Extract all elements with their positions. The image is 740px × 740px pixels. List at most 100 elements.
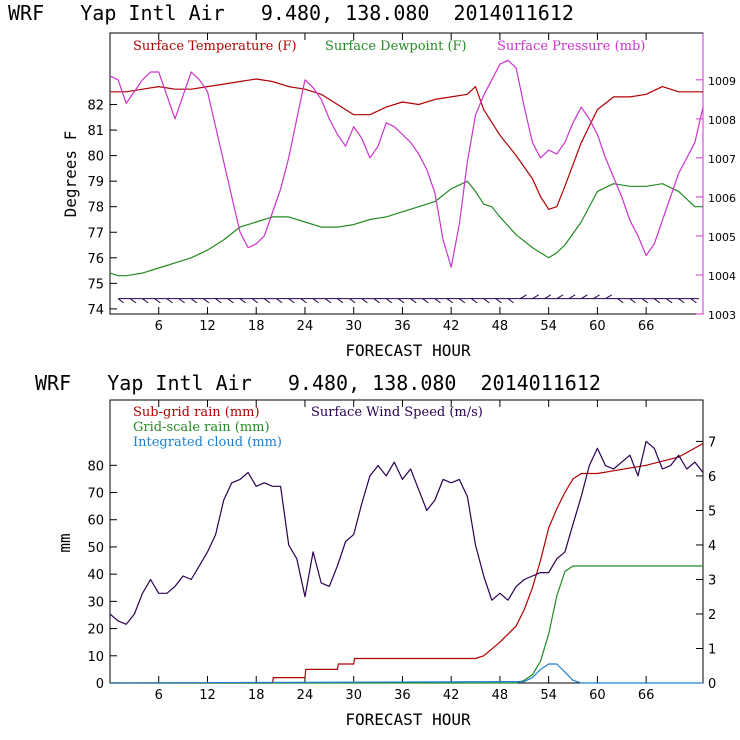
- surface-temperature-f-line: [110, 78, 703, 210]
- wind-barb: [203, 298, 210, 304]
- wind-barb: [154, 298, 161, 304]
- wind-barb: [678, 298, 685, 304]
- bottom-y2-tick-label: 4: [708, 539, 716, 554]
- grid-scale-rain-mm-line: [110, 565, 703, 684]
- bottom-y-tick-label: 30: [87, 595, 104, 610]
- wind-barb: [580, 294, 588, 300]
- bottom-x-tick-label: 6: [155, 688, 163, 703]
- bottom-series-group: [109, 440, 704, 684]
- top-x-tick-label: 60: [589, 319, 606, 334]
- top-y2-tick-label: 1009: [708, 75, 736, 88]
- top-y2-tick-label: 1008: [708, 114, 736, 127]
- surface-wind-speed-m-s-line: [109, 440, 704, 625]
- integrated-cloud-mm-line: [109, 663, 703, 684]
- wind-barb: [373, 298, 380, 304]
- top-x-tick-label: 36: [394, 319, 411, 334]
- top-y-tick-label: 74: [87, 303, 104, 318]
- bottom-y-tick-label: 80: [87, 459, 104, 474]
- top-y2-tick-label: 1004: [708, 270, 736, 283]
- bottom-x-tick-label: 36: [394, 688, 411, 703]
- top-y-tick-label: 80: [87, 150, 104, 165]
- bottom-y-tick-label: 0: [96, 677, 104, 692]
- legend-surface-pressure: Surface Pressure (mb): [497, 39, 645, 54]
- wind-barb: [178, 298, 185, 304]
- wind-barb: [324, 298, 332, 304]
- top-x-tick-label: 54: [540, 319, 557, 334]
- top-series-group: [109, 59, 704, 277]
- wind-barb: [446, 298, 454, 304]
- wind-barb: [142, 298, 149, 304]
- bottom-y2-tick-label: 0: [708, 677, 716, 692]
- wind-barb: [190, 298, 198, 304]
- top-x-tick-label: 24: [297, 319, 314, 334]
- wind-barb: [641, 298, 649, 304]
- wind-barb: [117, 298, 125, 304]
- top-y-tick-label: 75: [87, 277, 104, 292]
- wind-barb: [507, 298, 514, 304]
- wind-barb: [568, 294, 576, 300]
- bottom-y2-tick-label: 3: [708, 573, 716, 588]
- wind-barb: [276, 298, 283, 304]
- wind-barb: [422, 298, 429, 304]
- bottom-x-tick-label: 42: [443, 688, 460, 703]
- wind-barb: [653, 298, 661, 304]
- wind-barb: [398, 298, 405, 304]
- wind-barb: [459, 298, 466, 304]
- top-axis-ticks: 6 12 18 24 30 36 42 48 54 60 66 74 75 76 77 78 79 80 81 82 1…: [87, 33, 736, 334]
- legend-integrated-cloud: Integrated cloud (mm): [133, 435, 282, 450]
- bottom-y2-tick-label: 7: [708, 435, 716, 450]
- top-y-tick-label: 76: [87, 252, 104, 267]
- surface-dewpoint-f-line: [109, 180, 703, 277]
- wind-barb: [337, 298, 344, 304]
- top-x-tick-label: 18: [248, 319, 265, 334]
- bottom-x-tick-label: 60: [589, 688, 606, 703]
- bottom-x-tick-label: 12: [199, 688, 216, 703]
- wind-barb: [532, 294, 539, 300]
- bottom-y-tick-label: 40: [87, 568, 104, 583]
- wind-barb: [556, 294, 564, 300]
- bottom-y-axis-label: mm: [55, 533, 74, 552]
- bottom-y-tick-label: 10: [87, 650, 104, 665]
- bottom-x-tick-label: 30: [345, 688, 362, 703]
- wind-barb: [605, 294, 613, 300]
- wind-barb: [349, 298, 356, 304]
- wind-barb: [312, 298, 320, 304]
- wind-barb: [215, 298, 222, 304]
- bottom-y-tick-label: 60: [87, 514, 104, 529]
- surface-pressure-mb-line: [109, 59, 704, 268]
- wind-barb: [666, 298, 673, 304]
- top-y-tick-label: 82: [87, 99, 104, 114]
- bottom-y-tick-label: 20: [87, 623, 104, 638]
- top-y2-tick-label: 1007: [708, 153, 736, 166]
- wind-barb: [130, 298, 137, 304]
- wind-barb: [166, 298, 173, 304]
- sub-grid-rain-mm-line: [110, 442, 704, 684]
- wind-barb: [434, 298, 441, 304]
- wind-barb: [264, 298, 271, 304]
- wind-barb: [544, 294, 552, 300]
- top-y-tick-label: 78: [87, 201, 104, 216]
- wind-barb: [483, 298, 490, 304]
- top-y2-tick-label: 1006: [708, 192, 736, 205]
- top-y2-tick-label: 1003: [708, 309, 736, 322]
- wind-barb: [495, 298, 502, 304]
- bottom-chart-title: WRF Yap Intl Air 9.480, 138.080 20140116…: [35, 371, 601, 395]
- top-x-tick-label: 48: [492, 319, 509, 334]
- wind-barb: [617, 298, 624, 304]
- wind-barb: [410, 298, 417, 304]
- wind-barb: [385, 298, 393, 304]
- legend-subgrid-rain: Sub-grid rain (mm): [133, 405, 260, 420]
- bottom-axis-ticks: 6 12 18 24 30 36 42 48 54 60 660102030405060708001…: [87, 400, 716, 703]
- bottom-y-tick-label: 70: [87, 487, 104, 502]
- wind-barb: [690, 298, 697, 304]
- bottom-x-axis-label: FORECAST HOUR: [345, 710, 471, 729]
- legend-surface-dewpoint: Surface Dewpoint (F): [325, 39, 467, 54]
- wind-barb: [629, 298, 636, 304]
- bottom-y2-tick-label: 6: [708, 470, 716, 485]
- wind-barb: [519, 294, 527, 300]
- bottom-x-tick-label: 54: [540, 688, 557, 703]
- top-x-axis-label: FORECAST HOUR: [345, 341, 471, 360]
- bottom-x-tick-label: 66: [638, 688, 655, 703]
- wind-barb: [300, 298, 307, 304]
